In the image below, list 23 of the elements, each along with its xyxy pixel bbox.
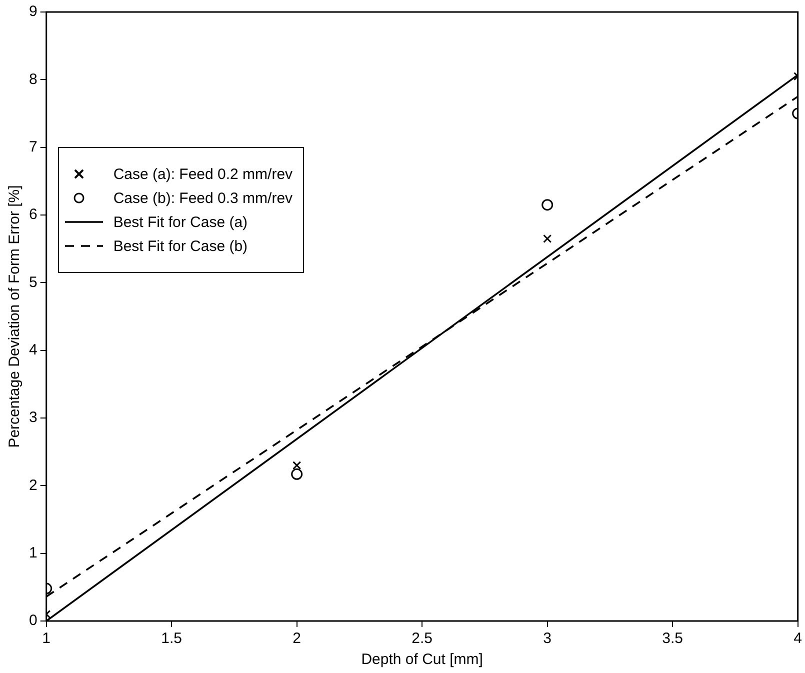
x-tick-label: 1 [42, 630, 51, 648]
y-tick-label: 9 [29, 3, 38, 20]
legend-label: Case (b): Feed 0.3 mm/rev [113, 190, 293, 207]
y-tick-label: 7 [29, 138, 38, 156]
legend-label: Case (a): Feed 0.2 mm/rev [113, 166, 293, 183]
y-tick-label: 3 [29, 409, 38, 426]
legend-label: Best Fit for Case (a) [113, 214, 248, 231]
x-tick-label: 2.5 [412, 630, 433, 648]
y-tick-label: 8 [29, 70, 38, 88]
x-tick-label: 3 [543, 630, 552, 648]
y-tick-label: 4 [29, 341, 38, 358]
x-axis-title: Depth of Cut [mm] [361, 651, 483, 668]
y-tick-label: 0 [29, 612, 38, 630]
y-tick-label: 5 [29, 274, 38, 291]
x-tick-label: 4 [794, 630, 802, 648]
x-tick-label: 1.5 [161, 630, 182, 648]
y-tick-label: 1 [29, 544, 38, 562]
legend-label: Best Fit for Case (b) [113, 238, 248, 255]
x-tick-label: 2 [292, 630, 302, 648]
y-tick-label: 6 [29, 206, 38, 224]
y-axis-title: Percentage Deviation of Form Error [%] [6, 185, 24, 448]
x-tick-label: 3.5 [662, 630, 684, 648]
y-tick-label: 2 [29, 476, 38, 494]
